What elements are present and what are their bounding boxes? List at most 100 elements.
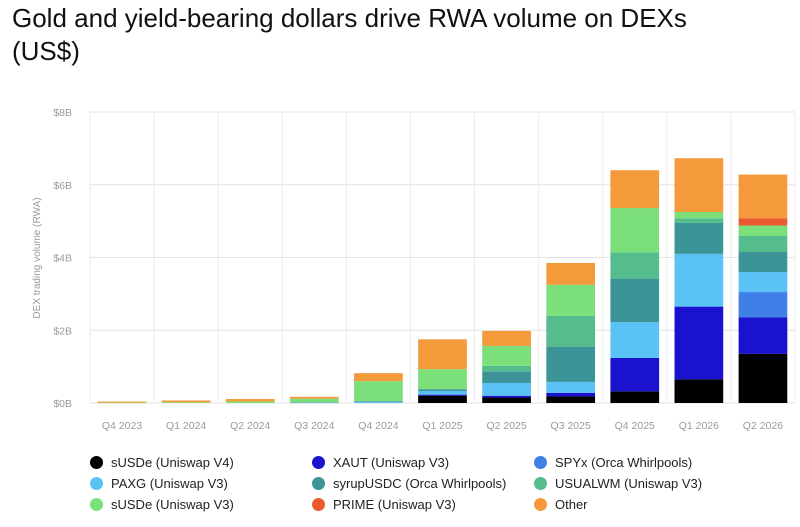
legend-label: sUSDe (Uniswap V4) (111, 455, 234, 470)
legend-label: sUSDe (Uniswap V3) (111, 497, 234, 512)
legend-label: PRIME (Uniswap V3) (333, 497, 456, 512)
bar-segment (674, 218, 724, 223)
legend-swatch (90, 456, 103, 469)
y-tick-label: $0B (53, 398, 72, 410)
legend: sUSDe (Uniswap V4) XAUT (Uniswap V3) SPYx … (90, 454, 790, 513)
bar-segment (546, 392, 596, 397)
bar-segment (354, 401, 403, 402)
bar-segment (610, 322, 660, 358)
bar-segment (482, 382, 531, 396)
y-tick-label: $4B (53, 253, 72, 265)
bar-segment (418, 395, 467, 403)
bar-segment (610, 391, 660, 403)
bar-segment (418, 369, 467, 390)
legend-item: PAXG (Uniswap V3) (90, 475, 312, 492)
legend-swatch (534, 456, 547, 469)
bar-segment (546, 346, 596, 382)
bar-segment (610, 252, 660, 279)
bar-stack (354, 373, 403, 403)
bar-segment (161, 402, 211, 403)
legend-item: syrupUSDC (Orca Whirlpools) (312, 475, 534, 492)
legend-label: USUALWM (Uniswap V3) (555, 476, 703, 491)
bar-segment (418, 394, 467, 396)
x-tick-label: Q4 2025 (615, 420, 655, 432)
bar-segment (289, 396, 339, 399)
chart-plot: $0B $2B $4B $6B $8B Q4 2023 Q1 2024 Q2 2024 Q3 … (32, 107, 796, 432)
legend-swatch (534, 498, 547, 511)
bar-stack (610, 170, 660, 403)
legend-label: syrupUSDC (Orca Whirlpools) (333, 476, 507, 491)
x-axis: Q4 2023 Q1 2024 Q2 2024 Q3 2024 Q4 2024 Q1 20… (102, 420, 783, 432)
bar-segment (418, 389, 467, 391)
x-tick-label: Q4 2023 (102, 420, 142, 432)
x-tick-label: Q1 2025 (422, 420, 462, 432)
bar-segment (610, 170, 660, 209)
y-tick-label: $2B (53, 325, 72, 337)
legend-label: Other (555, 497, 588, 512)
bar-segment (418, 339, 467, 370)
bar-segment (482, 371, 531, 383)
legend-item: USUALWM (Uniswap V3) (534, 475, 764, 492)
bar-stack (674, 158, 724, 403)
x-tick-label: Q1 2026 (679, 420, 719, 432)
legend-swatch (534, 477, 547, 490)
legend-swatch (312, 477, 325, 490)
bar-segment (97, 401, 147, 403)
legend-swatch (312, 456, 325, 469)
bar-segment (738, 272, 788, 293)
legend-item: SPYx (Orca Whirlpools) (534, 454, 764, 471)
legend-swatch (90, 498, 103, 511)
legend-label: XAUT (Uniswap V3) (333, 455, 450, 470)
bar-segment (482, 397, 531, 403)
bar-segment (482, 345, 531, 366)
bar-segment (225, 401, 275, 403)
bar-segment (610, 357, 660, 392)
bar-segment (738, 225, 788, 236)
x-tick-label: Q3 2025 (551, 420, 591, 432)
x-tick-label: Q1 2024 (166, 420, 206, 432)
legend-item: sUSDe (Uniswap V4) (90, 454, 312, 471)
bar-segment (354, 401, 403, 403)
bar-segment (738, 174, 788, 219)
bar-segment (738, 218, 788, 226)
bar-segment (674, 212, 724, 219)
bar-segment (738, 353, 788, 403)
bar-segment (225, 398, 275, 402)
y-axis: $0B $2B $4B $6B $8B (53, 107, 72, 410)
bar-stack (418, 339, 467, 403)
bar-stack (161, 400, 211, 403)
y-axis-label: DEX trading volume (RWA) (32, 197, 43, 318)
x-tick-label: Q2 2025 (486, 420, 526, 432)
bar-stack (97, 401, 147, 404)
x-tick-label: Q3 2024 (294, 420, 334, 432)
bar-segment (610, 208, 660, 253)
bar-segment (674, 222, 724, 254)
bar-stack (482, 330, 531, 403)
legend-swatch (312, 498, 325, 511)
bar-segment (610, 278, 660, 323)
bar-stack (289, 396, 339, 404)
x-tick-label: Q4 2024 (358, 420, 398, 432)
x-tick-label: Q2 2024 (230, 420, 270, 432)
bar-segment (674, 158, 724, 213)
bar-segment (482, 365, 531, 372)
bars (97, 158, 788, 404)
bar-segment (289, 398, 339, 403)
bar-stack (225, 398, 275, 403)
bar-segment (289, 402, 339, 404)
legend-swatch (90, 477, 103, 490)
bar-segment (354, 373, 403, 382)
legend-item: Other (534, 496, 764, 513)
bar-segment (546, 396, 596, 403)
legend-label: SPYx (Orca Whirlpools) (555, 455, 693, 470)
bar-segment (546, 284, 596, 316)
bar-segment (97, 402, 147, 404)
bar-segment (738, 252, 788, 273)
legend-label: PAXG (Uniswap V3) (111, 476, 228, 491)
bar-segment (546, 381, 596, 393)
legend-item: PRIME (Uniswap V3) (312, 496, 534, 513)
bar-segment (161, 400, 211, 403)
bar-segment (674, 379, 724, 403)
bar-segment (674, 306, 724, 380)
legend-item: XAUT (Uniswap V3) (312, 454, 534, 471)
